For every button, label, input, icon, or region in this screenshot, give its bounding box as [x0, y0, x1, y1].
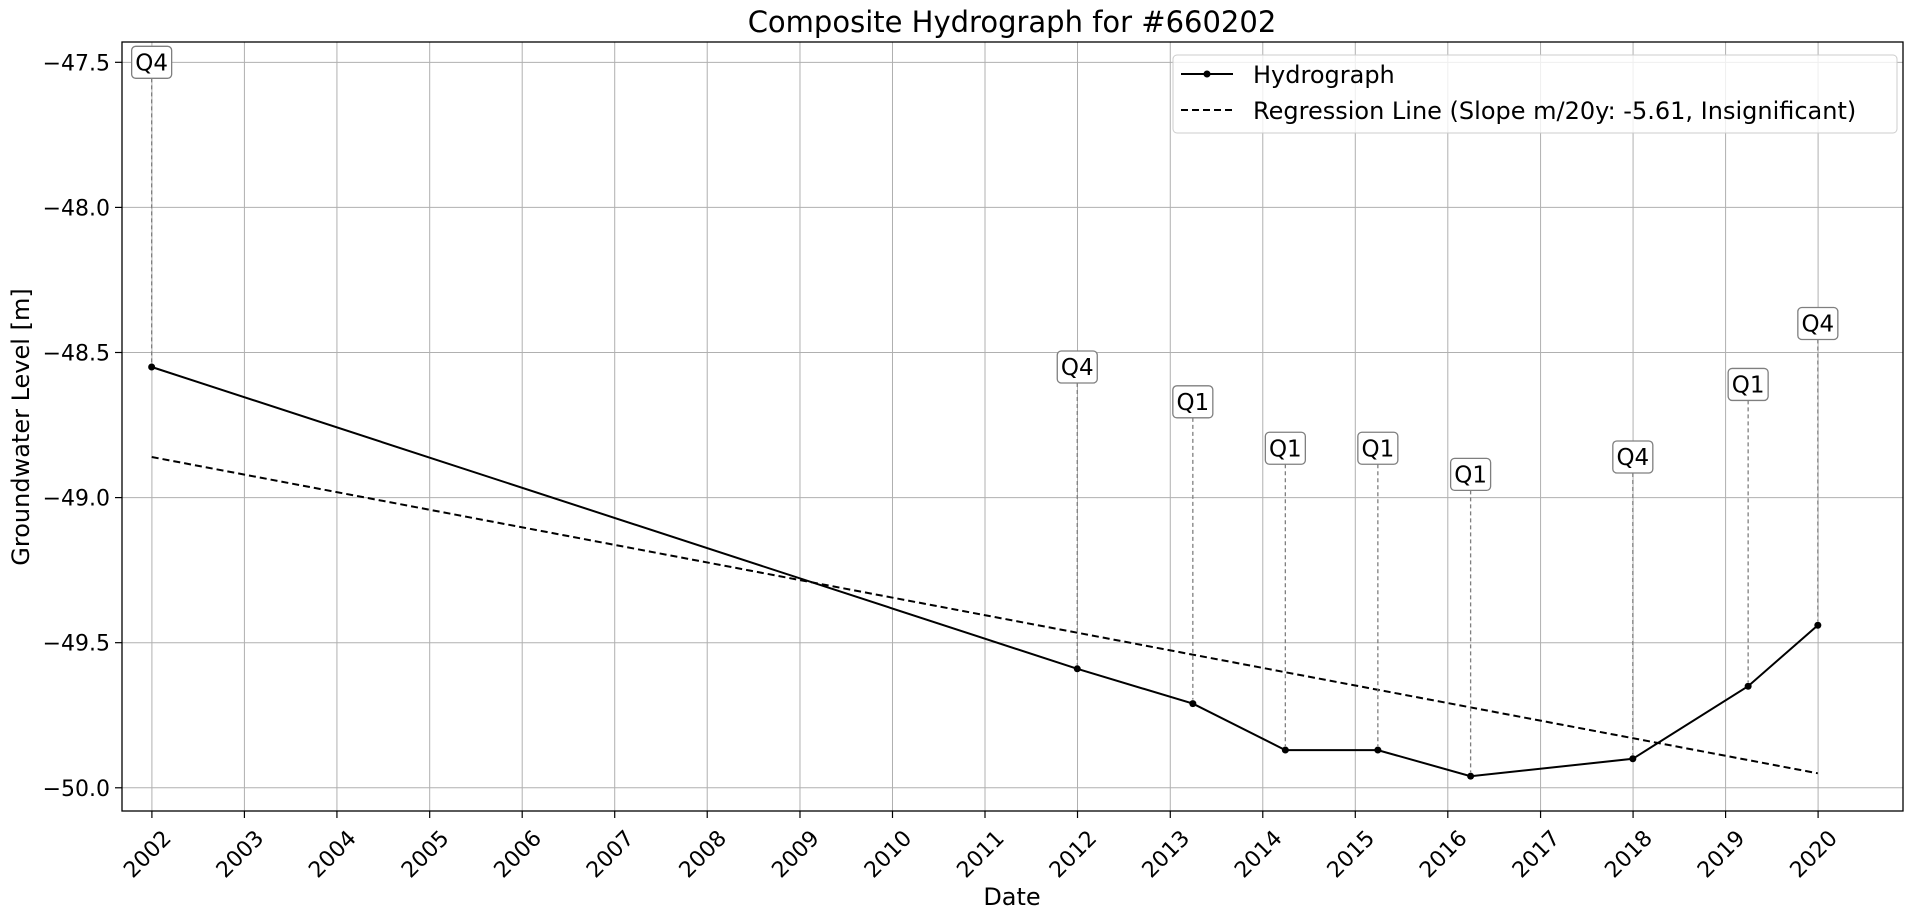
- annotation-label: Q4: [1061, 355, 1094, 381]
- hydrograph-point: [1814, 621, 1822, 629]
- x-axis: 2002 2003 2004 2005 2006 2007 2008 2009 2010 2011…: [119, 811, 1843, 883]
- x-tick-label: 2004: [304, 826, 361, 883]
- plot-area-frame: [121, 41, 1904, 812]
- regression-line: [151, 456, 1818, 775]
- annotation-label: Q1: [1454, 462, 1487, 488]
- annotation-box: [1357, 431, 1399, 465]
- hydrograph-point: [1467, 772, 1475, 780]
- legend: Hydrograph Regression Line (Slope m/20y:…: [1172, 54, 1898, 134]
- hydrograph-point: [1189, 700, 1197, 708]
- annotation-box: [1449, 457, 1492, 492]
- x-tick-label: 2017: [1508, 826, 1565, 883]
- x-tick-label: 2020: [1786, 826, 1843, 883]
- annotation-label: Q4: [135, 50, 168, 76]
- y-tick-label: −47.5: [43, 51, 110, 76]
- series-layer: [148, 363, 1822, 780]
- y-tick-label: −48.0: [43, 196, 110, 221]
- hydrograph-point: [1281, 746, 1289, 754]
- x-tick-label: 2019: [1693, 826, 1750, 883]
- legend-hydrograph-label: Hydrograph: [1253, 61, 1395, 89]
- legend-hydrograph-marker: [1203, 70, 1211, 78]
- y-tick-label: −49.0: [43, 487, 110, 512]
- x-tick-label: 2009: [767, 826, 824, 883]
- y-tick-label: −49.5: [43, 632, 110, 657]
- x-tick-label: 2013: [1138, 826, 1195, 883]
- y-axis: −47.5 −48.0 −48.5 −49.0 −49.5 −50.0: [43, 51, 122, 802]
- hydrograph-point: [1374, 746, 1382, 754]
- hydrograph-point: [1629, 755, 1637, 763]
- x-tick-label: 2015: [1323, 826, 1380, 883]
- x-tick-label: 2002: [119, 826, 176, 883]
- hydrograph-point: [1744, 682, 1752, 690]
- x-tick-label: 2018: [1600, 826, 1657, 883]
- x-tick-label: 2005: [397, 826, 454, 883]
- x-tick-label: 2014: [1230, 826, 1287, 883]
- x-tick-label: 2011: [952, 826, 1009, 883]
- annotation-box: [1056, 350, 1098, 384]
- annotation-box: [1797, 306, 1839, 341]
- legend-regression-label: Regression Line (Slope m/20y: -5.61, Ins…: [1253, 97, 1856, 125]
- x-tick-label: 2007: [582, 826, 639, 883]
- annotation-label: Q1: [1732, 372, 1765, 398]
- annotation-box: [1727, 367, 1769, 402]
- annotation-label: Q1: [1176, 390, 1209, 416]
- annotation-box: [1172, 385, 1214, 419]
- y-axis-title: Groundwater Level [m]: [7, 288, 35, 565]
- x-tick-label: 2012: [1045, 826, 1102, 883]
- x-tick-label: 2008: [675, 826, 732, 883]
- y-tick-label: −48.5: [43, 342, 110, 367]
- annotation-box: [1612, 440, 1654, 474]
- x-tick-label: 2006: [490, 826, 547, 883]
- annotation-label: Q1: [1269, 436, 1302, 462]
- x-axis-title: Date: [983, 883, 1040, 911]
- annotation-label: Q4: [1801, 311, 1834, 337]
- x-tick-label: 2016: [1415, 826, 1472, 883]
- x-tick-label: 2010: [860, 826, 917, 883]
- chart-title: Composite Hydrograph for #660202: [748, 5, 1277, 39]
- annotation-label: Q4: [1616, 445, 1649, 471]
- x-tick-label: 2003: [212, 826, 269, 883]
- annotation-label: Q1: [1361, 436, 1394, 462]
- annotation-box: [1264, 431, 1306, 465]
- legend-box: [1172, 54, 1898, 134]
- hydrograph-point: [148, 363, 156, 371]
- annotation-layer: Q4 Q4 Q1 Q1 Q1 Q1 Q4 Q1 Q4: [131, 45, 1839, 773]
- y-tick-label: −50.0: [43, 777, 110, 802]
- annotation-box: [131, 45, 173, 79]
- hydrograph-point: [1073, 665, 1081, 673]
- grid-lines: [122, 42, 1903, 811]
